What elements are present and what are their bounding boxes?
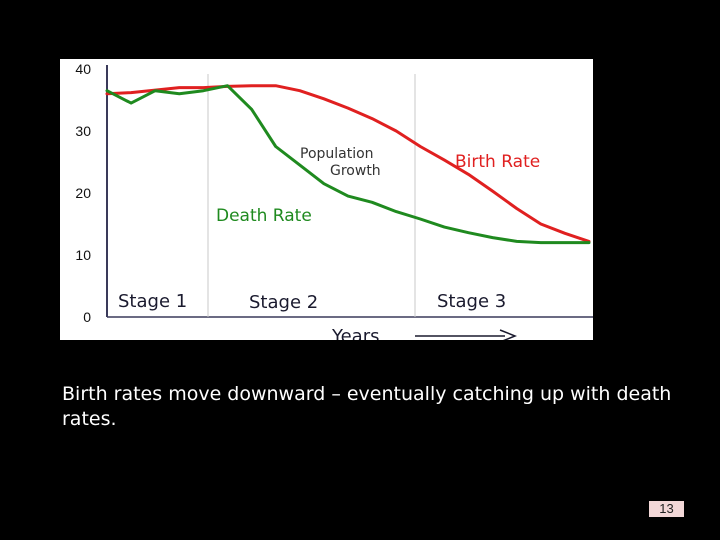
y-tick-label-4: 40 [75,61,91,77]
axes-layer [106,65,593,318]
stage-label-1: Stage 1 [118,291,187,312]
series-label-death-rate: Death Rate [216,206,312,226]
stage-label-2: Stage 2 [249,292,318,313]
series-layer [105,84,591,245]
slide-caption: Birth rates move downward – eventually c… [62,383,672,430]
annotation-growth: Growth [330,163,381,179]
y-tick-label-0: 0 [83,309,91,325]
slide-number: 13 [649,501,684,517]
y-tick-label-2: 20 [75,185,91,201]
annotation-population: Population [300,146,374,162]
x-axis-title: Years [331,326,380,340]
y-tick-labels: 0 10 20 30 40 [75,61,91,325]
series-line-death-rate [105,84,591,245]
y-tick-label-3: 30 [75,123,91,139]
series-label-birth-rate: Birth Rate [455,152,540,172]
demographic-transition-chart: 0 10 20 30 40 Population Growth Birth Rate D… [75,61,593,340]
stage-label-3: Stage 3 [437,291,506,312]
y-tick-label-1: 10 [75,247,91,263]
series-line-birth-rate [105,84,591,243]
x-axis-arrow-head [499,329,518,340]
chart-panel: 0 10 20 30 40 Population Growth Birth Rate D… [60,59,593,340]
